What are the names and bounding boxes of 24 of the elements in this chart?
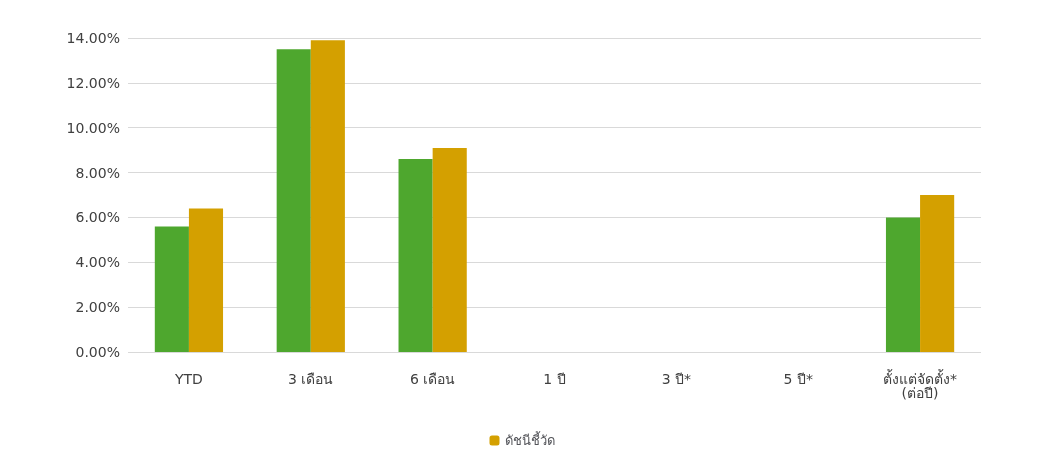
x-tick-label: ตั้งแต่จัดตั้ง* (ต่อปี) — [883, 369, 958, 401]
bar — [885, 217, 921, 352]
x-tick-label: 6 เดือน — [409, 371, 456, 387]
y-tick-label: 0.00% — [75, 344, 120, 360]
bar — [398, 159, 433, 352]
x-tick-label: YTD — [173, 371, 203, 387]
y-tick-label: 2.00% — [75, 299, 120, 316]
y-tick-label: 12.00% — [66, 74, 120, 91]
bar — [920, 195, 955, 352]
bar — [432, 147, 467, 352]
y-tick-label: 4.00% — [75, 254, 120, 271]
x-tick-label: 3 เดือน — [288, 371, 334, 387]
x-tick-label: 3 ปี* — [661, 371, 692, 387]
y-tick-label: 6.00% — [75, 209, 120, 226]
bar — [188, 208, 224, 352]
y-tick-label: 8.00% — [75, 164, 120, 181]
x-tick-label: 5 ปี* — [783, 371, 813, 387]
bar — [276, 49, 311, 352]
bar — [154, 226, 189, 352]
x-tick-label: 1 ปี — [543, 371, 566, 387]
y-tick-label: 14.00% — [66, 30, 120, 46]
bar — [310, 40, 345, 352]
legend-label: ดัชนีชี้วัด — [504, 431, 555, 448]
y-tick-label: 10.00% — [66, 119, 120, 136]
